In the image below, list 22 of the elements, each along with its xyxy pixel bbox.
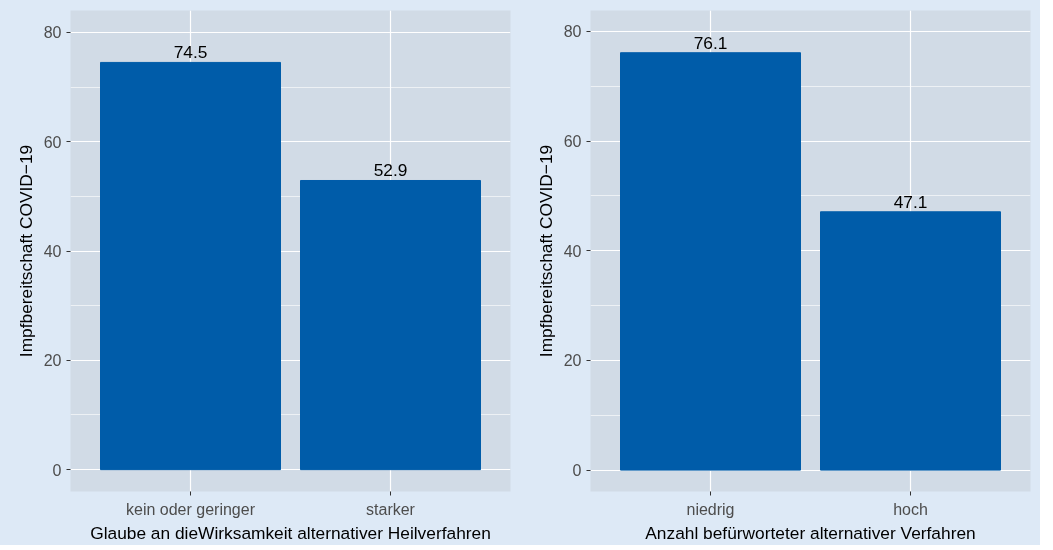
x-axis-title: Glaube an dieWirksamkeit alternativer Heilverfahren: [90, 522, 491, 543]
x-tick-label: starker: [366, 500, 416, 518]
y-tick-label: 0: [52, 461, 62, 479]
x-tick-label: niedrig: [686, 500, 735, 518]
data-label: 74.5: [173, 42, 208, 63]
data-label: 76.1: [693, 32, 728, 53]
y-tick-label: 20: [563, 352, 582, 370]
y-axis-title: Impfbereitschaft COVID−19: [535, 144, 556, 358]
y-tick-label: 80: [43, 24, 62, 42]
y-tick-label: 40: [43, 243, 62, 260]
data-label: 52.9: [373, 160, 408, 181]
y-tick-label: 80: [563, 23, 582, 41]
y-tick-label: 60: [563, 133, 582, 151]
x-axis-title: Anzahl befürworteter alternativer Verfahren: [645, 522, 976, 543]
y-tick-label: 0: [572, 462, 582, 480]
y-tick-label: 60: [43, 133, 62, 151]
y-tick-label: 40: [563, 242, 582, 260]
x-tick-label: hoch: [893, 500, 928, 518]
y-axis-title: Impfbereitschaft COVID−19: [15, 144, 36, 358]
x-tick-label: kein oder geringer: [126, 500, 256, 518]
data-label: 47.1: [893, 191, 928, 212]
y-tick-label: 20: [43, 352, 62, 370]
